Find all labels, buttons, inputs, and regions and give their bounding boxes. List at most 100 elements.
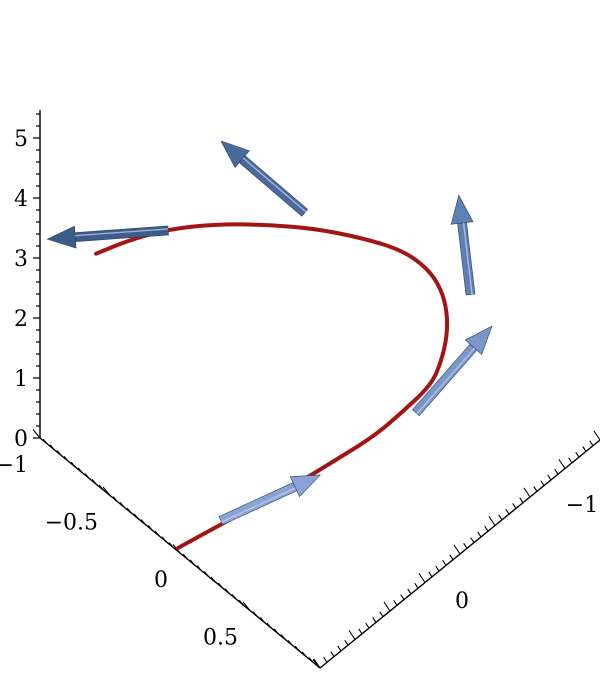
left-minor-tick — [154, 530, 160, 537]
right-minor-tick — [330, 651, 335, 657]
left-minor-tick — [161, 536, 167, 542]
right-minor-tick — [505, 508, 510, 515]
right-minor-tick — [400, 594, 405, 600]
vector-head — [464, 325, 493, 355]
right-minor-tick — [498, 514, 503, 521]
vector-head — [220, 140, 250, 169]
right-minor-tick — [449, 554, 454, 561]
vector-shaft — [412, 343, 478, 417]
right-minor-tick — [435, 565, 440, 572]
right-tick-label: 0 — [455, 589, 469, 614]
left-minor-tick — [259, 617, 265, 623]
right-minor-tick — [337, 645, 342, 652]
left-minor-tick — [196, 565, 202, 571]
vector-highlight — [75, 228, 169, 237]
left-minor-tick — [147, 525, 153, 531]
right-minor-tick — [554, 468, 559, 475]
right-minor-tick — [540, 480, 545, 486]
right-minor-tick — [442, 560, 447, 566]
left-minor-tick — [63, 456, 69, 462]
left-tick-label: −0.5 — [45, 511, 98, 536]
vector-shaft — [74, 225, 169, 242]
left-minor-tick — [49, 444, 55, 450]
vector-arrow — [46, 225, 169, 249]
vector-arrow — [450, 194, 476, 296]
right-minor-tick — [393, 600, 398, 606]
z-tick-label: 2 — [14, 307, 28, 332]
axis-ticks — [32, 113, 600, 669]
left-minor-tick — [301, 651, 307, 657]
right-minor-tick — [323, 657, 328, 663]
vector-highlight — [416, 347, 476, 415]
left-minor-tick — [84, 473, 90, 479]
right-major-tick — [418, 573, 426, 583]
right-tick-label: −1 — [566, 493, 598, 518]
left-minor-tick — [294, 645, 300, 652]
vector-arrow — [218, 474, 322, 526]
right-minor-tick — [484, 525, 489, 532]
left-minor-tick — [168, 542, 174, 548]
left-minor-tick — [112, 496, 118, 502]
z-tick-label: 5 — [14, 127, 28, 152]
left-minor-tick — [126, 507, 132, 514]
vector-arrow — [412, 325, 493, 417]
vector-highlight — [221, 487, 296, 523]
right-minor-tick — [407, 588, 412, 595]
right-minor-tick — [568, 457, 573, 464]
right-minor-tick — [344, 639, 349, 646]
left-minor-tick — [56, 450, 62, 456]
left-minor-tick — [182, 553, 188, 560]
left-minor-tick — [273, 628, 279, 634]
right-major-tick — [383, 601, 391, 612]
right-minor-tick — [358, 628, 363, 635]
right-minor-tick — [463, 543, 468, 549]
left-major-tick — [242, 601, 251, 611]
tangent-vectors — [46, 140, 493, 526]
right-major-tick — [558, 459, 566, 469]
left-minor-tick — [77, 467, 83, 473]
z-tick-label: 0 — [14, 427, 28, 452]
vector-highlight — [242, 157, 307, 213]
vector-head — [289, 474, 322, 498]
left-minor-tick — [287, 640, 293, 646]
left-minor-tick — [42, 438, 48, 445]
left-minor-tick — [217, 582, 223, 588]
right-minor-tick — [365, 622, 370, 629]
right-minor-tick — [575, 451, 580, 458]
left-minor-tick — [189, 559, 195, 565]
left-minor-tick — [224, 588, 230, 594]
left-minor-tick — [98, 484, 104, 491]
right-major-tick — [348, 630, 356, 640]
left-minor-tick — [231, 594, 237, 600]
left-minor-tick — [133, 513, 139, 519]
right-major-tick — [488, 516, 496, 526]
right-minor-tick — [428, 571, 433, 578]
left-tick-label: 0 — [154, 568, 168, 593]
vector-highlight — [462, 222, 473, 295]
left-minor-tick — [280, 634, 286, 640]
z-tick-label: 3 — [14, 247, 28, 272]
vector-head — [46, 225, 77, 249]
left-minor-tick — [266, 622, 272, 629]
left-minor-tick — [238, 599, 244, 606]
left-minor-tick — [91, 479, 97, 485]
left-tick-label: 0.5 — [203, 626, 238, 651]
z-tick-label: 4 — [14, 187, 28, 212]
right-major-tick — [523, 487, 531, 498]
right-minor-tick — [379, 611, 384, 618]
right-minor-tick — [414, 582, 419, 589]
right-minor-tick — [547, 474, 552, 481]
right-minor-tick — [582, 446, 587, 452]
right-major-tick — [313, 658, 321, 669]
vector-arrow — [220, 140, 309, 217]
right-major-tick — [453, 544, 461, 555]
axes-frame — [39, 110, 600, 669]
right-minor-tick — [372, 617, 377, 623]
right-minor-tick — [470, 537, 475, 543]
left-minor-tick — [119, 502, 125, 508]
left-minor-tick — [252, 611, 258, 617]
left-minor-tick — [70, 461, 76, 468]
right-minor-tick — [533, 486, 538, 492]
